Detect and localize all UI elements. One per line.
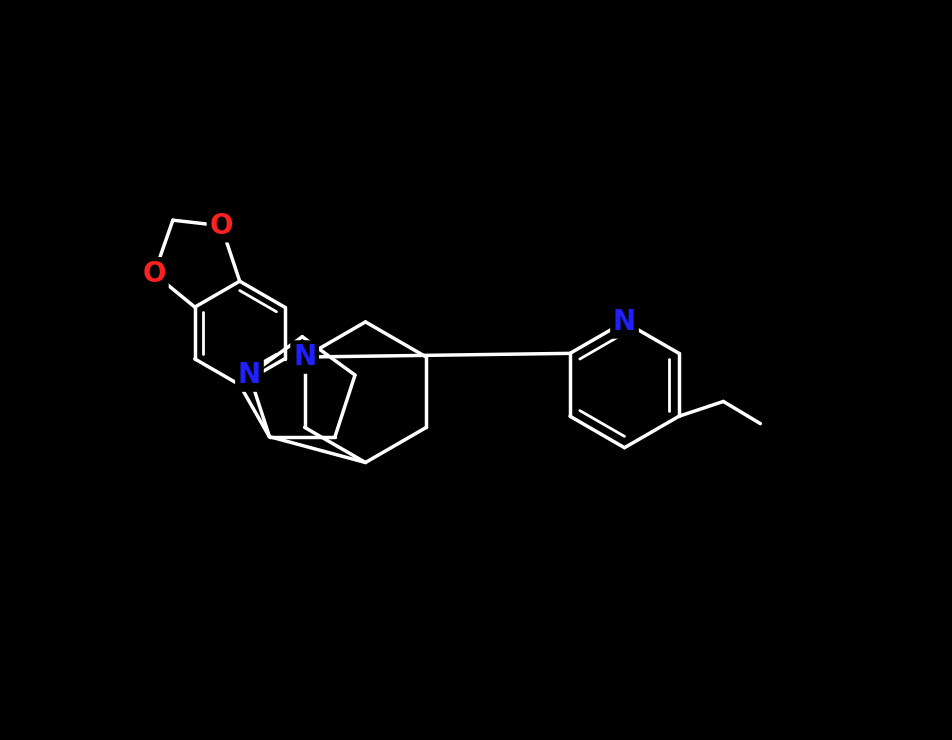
Text: N: N — [293, 343, 316, 371]
Text: O: O — [209, 212, 232, 240]
Text: O: O — [142, 260, 166, 288]
Text: N: N — [612, 308, 635, 336]
Text: N: N — [238, 361, 261, 389]
